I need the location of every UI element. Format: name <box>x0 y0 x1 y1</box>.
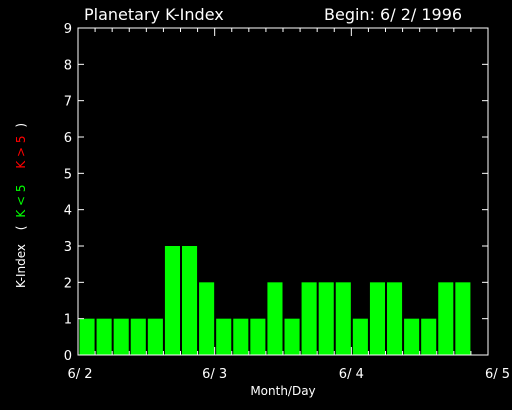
y-tick-label-6: 6 <box>64 131 72 146</box>
bar-21 <box>438 282 454 355</box>
bar-0 <box>79 318 95 355</box>
bar-20 <box>421 318 437 355</box>
y-axis-label-green: K < 5 <box>14 184 28 217</box>
x-tick-label-0: 6/ 2 <box>67 367 92 382</box>
bar-14 <box>318 282 334 355</box>
y-axis-label: K-Index ( K < 5 K > 5 ) <box>14 123 28 288</box>
y-tick-label-5: 5 <box>64 167 72 182</box>
y-tick-label-7: 7 <box>64 95 72 110</box>
y-tick-label-9: 9 <box>64 22 72 37</box>
x-axis-label: Month/Day <box>250 384 315 398</box>
y-axis-ticks: 0 1 2 3 4 5 6 7 8 9 <box>64 22 488 364</box>
bar-15 <box>335 282 351 355</box>
bar-12 <box>284 318 300 355</box>
x-tick-label-1: 6/ 3 <box>202 367 227 382</box>
y-tick-label-0: 0 <box>64 349 72 364</box>
y-tick-label-1: 1 <box>64 313 72 328</box>
bar-1 <box>96 318 112 355</box>
y-tick-label-4: 4 <box>64 204 72 219</box>
bar-18 <box>387 282 403 355</box>
bar-7 <box>199 282 215 355</box>
y-axis-label-main: K-Index <box>14 244 28 288</box>
plot-frame <box>77 27 489 356</box>
y-axis-label-red: K > 5 <box>14 135 28 168</box>
bar-6 <box>182 246 198 355</box>
bar-2 <box>113 318 129 355</box>
x-tick-label-2: 6/ 4 <box>339 367 364 382</box>
bar-19 <box>404 318 420 355</box>
bar-3 <box>130 318 146 355</box>
y-tick-label-3: 3 <box>64 240 72 255</box>
bar-13 <box>301 282 317 355</box>
x-tick-label-3: 6/ 5 <box>485 367 510 382</box>
bar-16 <box>352 318 368 355</box>
bar-9 <box>233 318 249 355</box>
x-axis-ticks: 6/ 2 6/ 3 6/ 4 6/ 5 <box>67 28 510 382</box>
bar-5 <box>164 246 180 355</box>
bar-22 <box>455 282 471 355</box>
y-axis-label-close: ) <box>14 123 28 128</box>
y-tick-label-2: 2 <box>64 276 72 291</box>
y-tick-label-8: 8 <box>64 58 72 73</box>
chart-title: Planetary K-Index <box>84 5 224 24</box>
bar-8 <box>216 318 232 355</box>
y-axis-label-open: ( <box>14 226 28 231</box>
bar-series <box>79 246 471 355</box>
bar-17 <box>369 282 385 355</box>
bar-11 <box>267 282 283 355</box>
bar-10 <box>250 318 266 355</box>
bar-4 <box>147 318 163 355</box>
begin-date-label: Begin: 6/ 2/ 1996 <box>324 5 462 24</box>
